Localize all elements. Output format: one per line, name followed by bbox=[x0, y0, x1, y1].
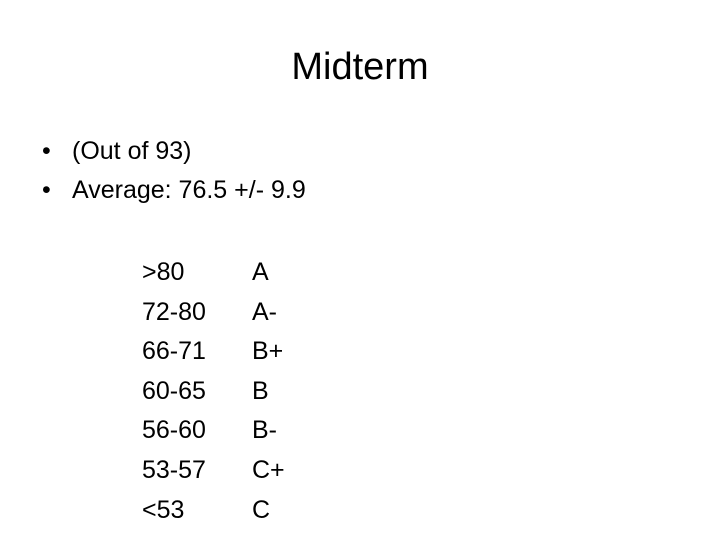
bullet-text: Average: 76.5 +/- 9.9 bbox=[72, 176, 306, 204]
grade-row: 53-57 C+ bbox=[142, 451, 285, 491]
letter-grade: A bbox=[252, 258, 269, 286]
grade-row: 56-60 B- bbox=[142, 411, 285, 451]
letter-grade: C+ bbox=[252, 455, 285, 484]
letter-grade: C bbox=[252, 495, 271, 524]
grade-scale-table: >80 A 72-80 A- 66-71 B+ 60-65 B 56-60 B-… bbox=[142, 253, 285, 530]
letter-grade: B- bbox=[252, 416, 277, 445]
grade-row: 66-71 B+ bbox=[142, 332, 285, 372]
grade-row: >80 A bbox=[142, 253, 285, 293]
grade-row: 72-80 A- bbox=[142, 293, 285, 333]
grade-row: 60-65 B bbox=[142, 372, 285, 412]
score-range: 60-65 bbox=[142, 376, 206, 405]
score-range: 72-80 bbox=[142, 297, 206, 326]
score-range: <53 bbox=[142, 495, 185, 524]
bullet-list: • (Out of 93) • Average: 76.5 +/- 9.9 bbox=[38, 132, 306, 210]
bullet-text: (Out of 93) bbox=[72, 137, 192, 165]
grade-row: <53 C bbox=[142, 491, 285, 531]
score-range: >80 bbox=[142, 258, 185, 286]
letter-grade: B bbox=[252, 376, 269, 405]
bullet-dot: • bbox=[42, 176, 51, 204]
bullet-item-average: • Average: 76.5 +/- 9.9 bbox=[38, 171, 306, 210]
score-range: 66-71 bbox=[142, 337, 206, 366]
score-range: 56-60 bbox=[142, 416, 206, 445]
letter-grade: B+ bbox=[252, 337, 284, 366]
score-range: 53-57 bbox=[142, 455, 206, 484]
bullet-dot: • bbox=[42, 137, 51, 165]
slide-title: Midterm bbox=[291, 46, 429, 88]
letter-grade: A- bbox=[252, 297, 277, 326]
bullet-item-out-of: • (Out of 93) bbox=[38, 132, 306, 171]
